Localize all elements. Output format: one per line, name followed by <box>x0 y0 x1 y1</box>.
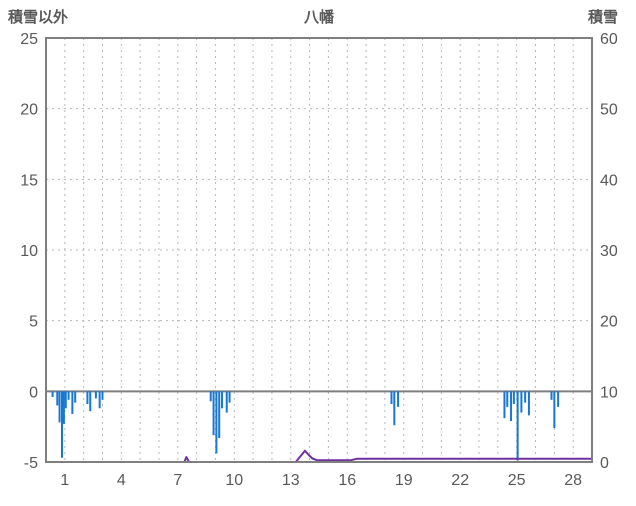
precip-bar <box>74 391 77 403</box>
precip-bar <box>393 391 396 426</box>
precip-bar <box>516 391 519 461</box>
precip-bar <box>553 391 556 429</box>
precip-bar <box>215 391 218 454</box>
precip-bar <box>390 391 393 405</box>
precip-bar <box>218 391 221 438</box>
precip-bar <box>228 391 231 403</box>
right-axis-title: 積雪 <box>587 8 618 26</box>
precip-bar <box>89 391 92 412</box>
y-left-tick-label: 25 <box>20 31 38 48</box>
y-left-tick-label: 20 <box>20 102 38 119</box>
precip-bar <box>524 391 527 403</box>
y-right-tick-label: 40 <box>600 172 618 189</box>
precip-bar <box>225 391 228 413</box>
precip-bar <box>510 391 513 422</box>
precip-bar <box>56 391 59 406</box>
x-tick-label: 10 <box>225 472 243 489</box>
precip-bar <box>520 391 523 413</box>
precip-bar <box>557 391 560 407</box>
y-right-tick-label: 0 <box>600 455 609 472</box>
precip-bar <box>94 391 97 399</box>
precip-bar <box>506 391 509 407</box>
precip-bar <box>86 391 89 405</box>
chart-title: 八幡 <box>303 8 335 26</box>
snow-depth-line <box>183 456 191 463</box>
y-right-tick-label: 30 <box>600 243 618 260</box>
precip-bar <box>64 391 67 409</box>
x-tick-label: 28 <box>564 472 582 489</box>
x-tick-label: 19 <box>395 472 413 489</box>
precip-bar <box>58 391 61 423</box>
y-right-tick-label: 50 <box>600 102 618 119</box>
precip-bar <box>61 391 64 458</box>
x-tick-label: 16 <box>338 472 356 489</box>
precip-bar <box>397 391 400 407</box>
x-tick-label: 1 <box>60 472 69 489</box>
y-left-tick-label: -5 <box>24 455 38 472</box>
x-tick-label: 22 <box>451 472 469 489</box>
x-tick-label: 13 <box>282 472 300 489</box>
y-left-tick-label: 5 <box>29 314 38 331</box>
precip-bar <box>71 391 74 414</box>
x-tick-label: 25 <box>508 472 526 489</box>
x-tick-label: 7 <box>173 472 182 489</box>
y-left-tick-label: 0 <box>29 384 38 401</box>
precip-bar <box>512 391 515 405</box>
precip-bar <box>550 391 553 400</box>
plot-frame <box>45 37 593 463</box>
left-axis-title: 積雪以外 <box>7 8 68 26</box>
precip-bar <box>101 391 104 400</box>
y-right-tick-label: 20 <box>600 314 618 331</box>
y-right-tick-label: 10 <box>600 384 618 401</box>
precip-bar <box>209 391 212 402</box>
y-left-tick-label: 15 <box>20 172 38 189</box>
precip-bar <box>62 391 65 424</box>
precip-bar <box>98 391 101 409</box>
y-right-tick-label: 60 <box>600 31 618 48</box>
precip-bar <box>212 391 215 436</box>
precip-bar <box>51 391 54 397</box>
precip-bar <box>67 391 70 400</box>
precip-bar <box>503 391 506 419</box>
x-tick-label: 4 <box>117 472 126 489</box>
snow-depth-line <box>295 449 593 463</box>
precip-bar <box>527 391 530 416</box>
precip-bar <box>221 391 224 409</box>
y-left-tick-label: 10 <box>20 243 38 260</box>
